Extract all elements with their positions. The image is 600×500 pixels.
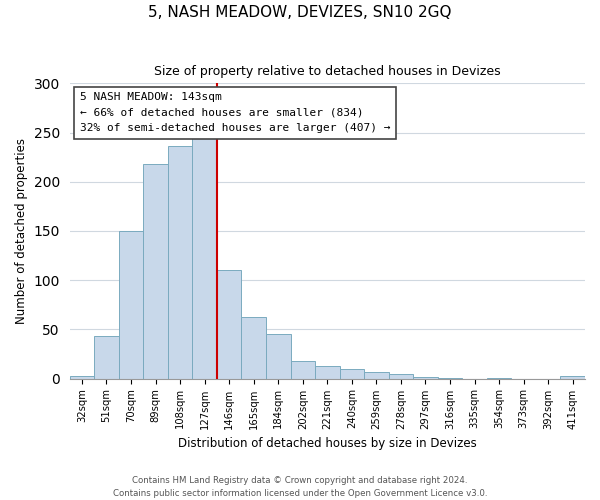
Bar	[193, 134, 217, 378]
Bar	[217, 270, 241, 378]
Bar	[94, 336, 119, 378]
Text: 5, NASH MEADOW, DEVIZES, SN10 2GQ: 5, NASH MEADOW, DEVIZES, SN10 2GQ	[148, 5, 452, 20]
Bar	[143, 164, 168, 378]
Bar	[168, 146, 193, 378]
Bar	[560, 376, 585, 378]
Bar	[241, 316, 266, 378]
Bar	[266, 334, 290, 378]
X-axis label: Distribution of detached houses by size in Devizes: Distribution of detached houses by size …	[178, 437, 477, 450]
Bar	[70, 376, 94, 378]
Bar	[364, 372, 389, 378]
Bar	[290, 361, 315, 378]
Y-axis label: Number of detached properties: Number of detached properties	[15, 138, 28, 324]
Text: Contains HM Land Registry data © Crown copyright and database right 2024.
Contai: Contains HM Land Registry data © Crown c…	[113, 476, 487, 498]
Text: 5 NASH MEADOW: 143sqm
← 66% of detached houses are smaller (834)
32% of semi-det: 5 NASH MEADOW: 143sqm ← 66% of detached …	[80, 92, 391, 134]
Bar	[389, 374, 413, 378]
Bar	[340, 368, 364, 378]
Bar	[315, 366, 340, 378]
Title: Size of property relative to detached houses in Devizes: Size of property relative to detached ho…	[154, 65, 500, 78]
Bar	[413, 376, 438, 378]
Bar	[119, 231, 143, 378]
